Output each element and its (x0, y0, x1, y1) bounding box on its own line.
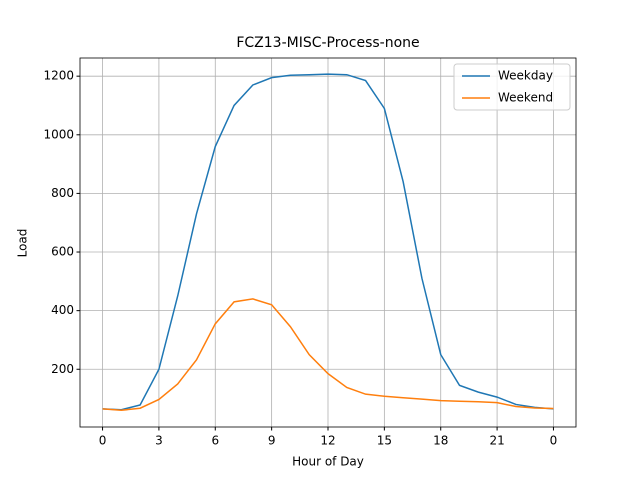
y-tick-label: 800 (51, 186, 74, 200)
x-tick-label: 0 (99, 434, 107, 448)
y-axis-label: Load (16, 229, 30, 258)
series-line (102, 73, 554, 411)
y-tick-label: 1000 (43, 127, 74, 141)
legend-label: Weekend (498, 91, 553, 105)
series-line (102, 298, 554, 412)
y-tick-label: 400 (51, 303, 74, 317)
chart-title: FCZ13-MISC-Process-none (236, 35, 419, 51)
x-tick-label: 9 (268, 434, 276, 448)
y-tick-label: 200 (51, 362, 74, 376)
x-tick-label: 18 (433, 434, 448, 448)
x-tick-label: 6 (211, 434, 219, 448)
y-tick-label: 1200 (43, 69, 74, 83)
x-tick-label: 0 (550, 434, 558, 448)
x-tick-label: 12 (320, 434, 335, 448)
x-axis-label: Hour of Day (292, 455, 364, 469)
x-tick-label: 3 (155, 434, 163, 448)
x-tick-label: 15 (377, 434, 392, 448)
plot-frame (79, 57, 577, 428)
y-tick-label: 600 (51, 245, 74, 259)
x-tick-label: 21 (489, 434, 504, 448)
legend-label: Weekday (498, 69, 553, 83)
